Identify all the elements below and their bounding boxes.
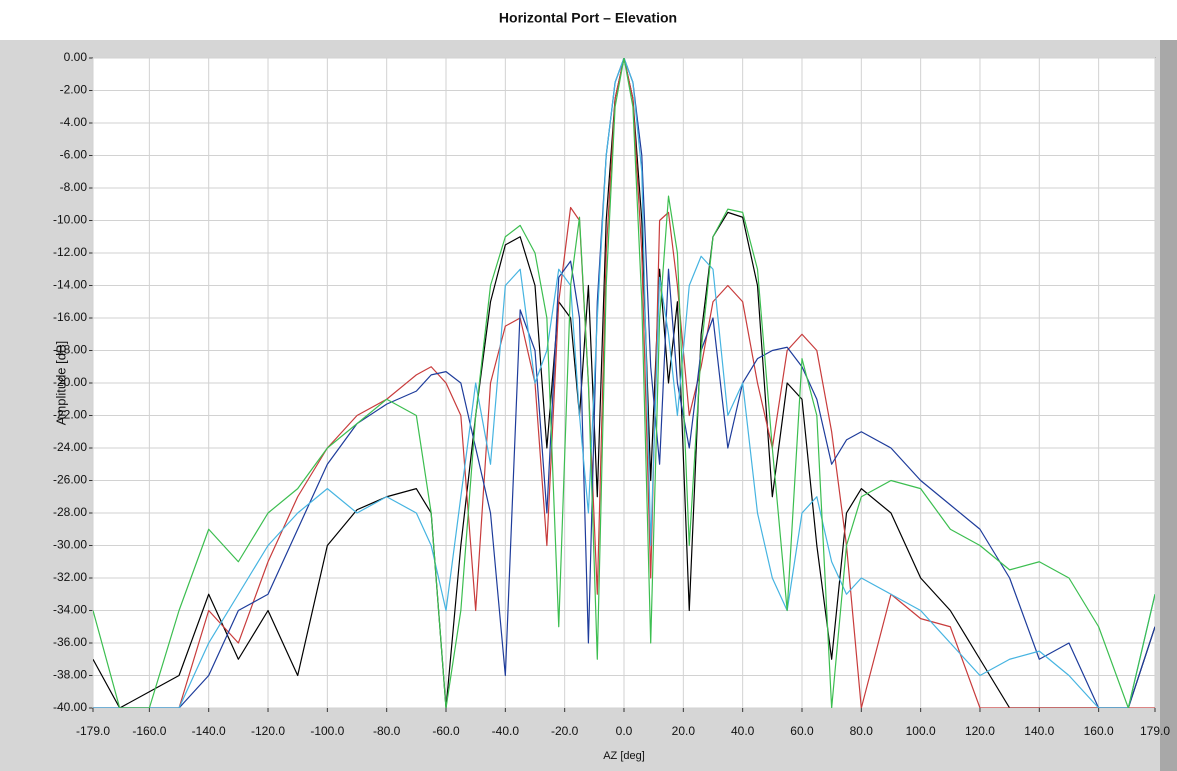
y-tick-label: -32.00: [53, 570, 87, 584]
x-tick-label: 80.0: [850, 724, 874, 738]
y-tick-label: -6.00: [60, 148, 88, 162]
y-tick-label: -26.00: [53, 473, 87, 487]
x-tick-label: 140.0: [1024, 724, 1054, 738]
series-line: [93, 58, 1155, 708]
y-tick-label: -20.00: [53, 375, 87, 389]
y-tick-label: -14.00: [53, 278, 87, 292]
y-tick-label: -40.00: [53, 700, 87, 714]
y-tick-label: -28.00: [53, 505, 87, 519]
x-tick-label: -100.0: [310, 724, 344, 738]
x-tick-label: 120.0: [965, 724, 995, 738]
series-line: [93, 58, 1155, 708]
y-tick-label: -22.00: [53, 408, 87, 422]
y-tick-label: -10.00: [53, 213, 87, 227]
x-tick-label: 60.0: [790, 724, 814, 738]
y-tick-label: -38.00: [53, 668, 87, 682]
x-tick-label: 160.0: [1084, 724, 1114, 738]
x-tick-label: -140.0: [192, 724, 226, 738]
y-tick-label: -12.00: [53, 245, 87, 259]
x-tick-label: -80.0: [373, 724, 401, 738]
tick-labels: 0.00 -2.00 -4.00 -6.00 -8.00 -10.00 -12.00 -14.…: [53, 50, 1170, 738]
grid: [89, 57, 1156, 712]
x-tick-label: 20.0: [672, 724, 696, 738]
y-tick-label: -2.00: [60, 83, 88, 97]
y-tick-label: 0.00: [64, 50, 88, 64]
x-tick-label: 40.0: [731, 724, 755, 738]
y-tick-label: -8.00: [60, 180, 88, 194]
y-tick-label: -24.00: [53, 440, 87, 454]
panel-edge: [1160, 40, 1177, 771]
x-axis-label: AZ [deg]: [603, 750, 645, 762]
x-tick-label: -20.0: [551, 724, 579, 738]
x-tick-label: -160.0: [132, 724, 166, 738]
y-tick-label: -30.00: [53, 538, 87, 552]
x-tick-label: -179.0: [76, 724, 110, 738]
y-tick-label: -4.00: [60, 115, 88, 129]
x-tick-label: 179.0: [1140, 724, 1170, 738]
y-tick-label: -16.00: [53, 310, 87, 324]
chart-title: Horizontal Port – Elevation: [499, 10, 677, 26]
y-tick-label: -18.00: [53, 343, 87, 357]
x-tick-label: -120.0: [251, 724, 285, 738]
x-tick-label: -40.0: [492, 724, 520, 738]
x-tick-label: 0.0: [616, 724, 633, 738]
y-tick-label: -34.00: [53, 603, 87, 617]
x-tick-label: 100.0: [906, 724, 936, 738]
lines: [93, 58, 1155, 708]
y-tick-label: -36.00: [53, 635, 87, 649]
y-axis-label: Amplitude [dB]: [53, 341, 68, 426]
series-line: [93, 58, 1155, 708]
x-tick-label: -60.0: [432, 724, 460, 738]
